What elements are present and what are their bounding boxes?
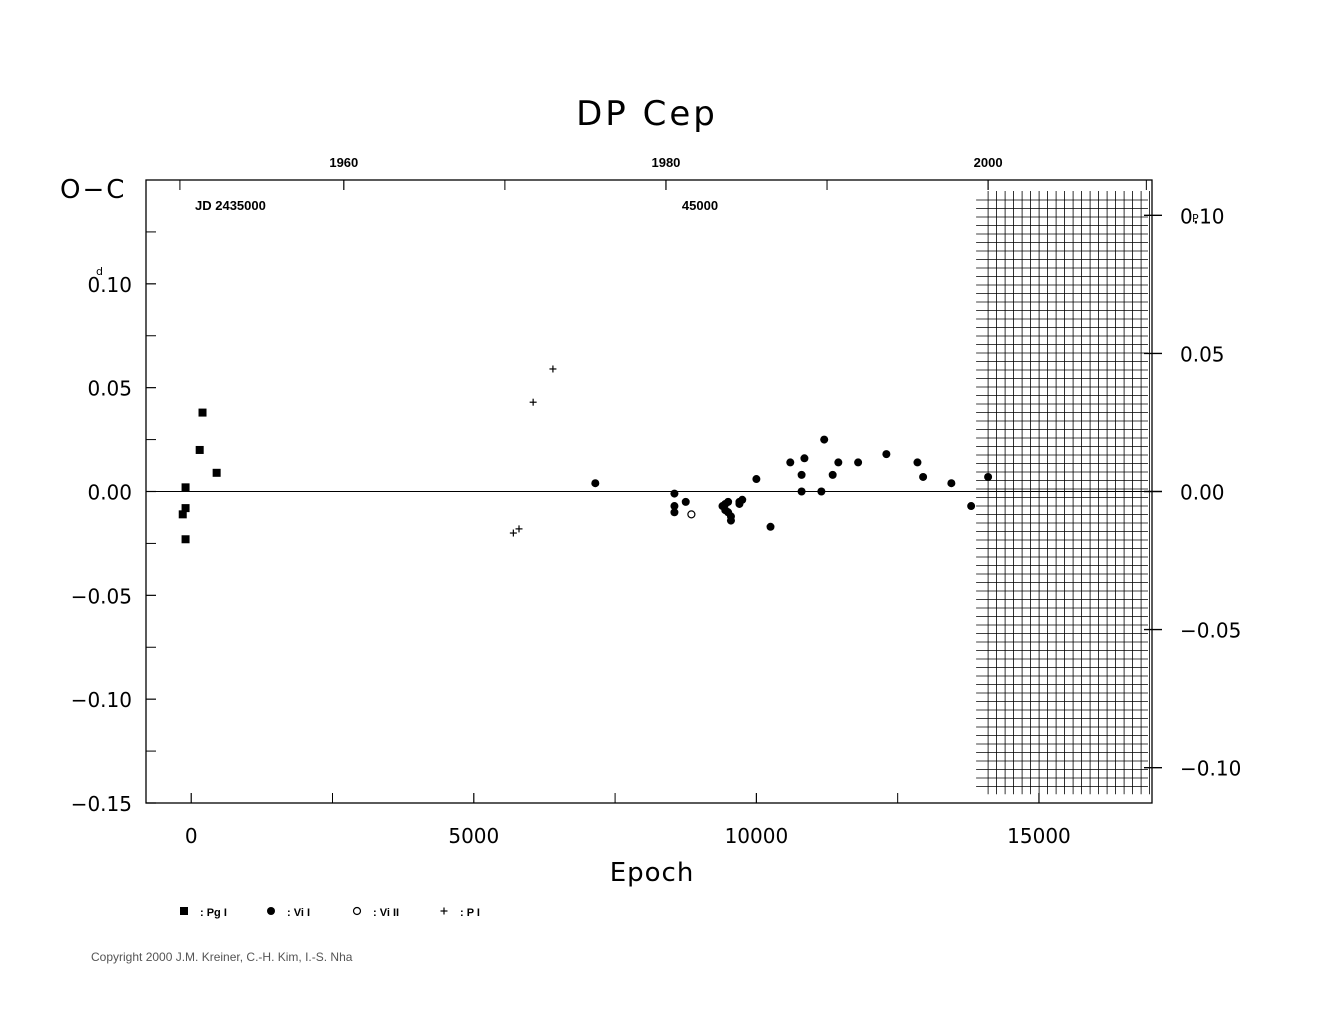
x-tick-label: 10000 xyxy=(725,824,789,848)
data-point xyxy=(670,489,679,498)
data-point xyxy=(817,487,826,496)
data-point xyxy=(786,458,795,467)
data-point xyxy=(181,504,190,513)
right-y-tick-label: 0.05 xyxy=(1180,342,1225,366)
data-point xyxy=(738,495,747,504)
data-point xyxy=(181,483,190,492)
data-point xyxy=(212,468,221,477)
y-axis-label: O−C xyxy=(60,175,126,205)
data-point xyxy=(515,525,523,533)
future-grid xyxy=(976,187,1151,795)
x-axis-label: Epoch xyxy=(610,858,695,888)
legend-marker-circle xyxy=(352,906,362,916)
series-p-i xyxy=(509,365,557,537)
data-point xyxy=(509,529,517,537)
data-point xyxy=(984,472,993,481)
legend-marker-plus xyxy=(440,907,448,915)
data-point xyxy=(670,502,679,511)
right-y-tick-label: 0.10 xyxy=(1180,204,1225,228)
data-point xyxy=(854,458,863,467)
data-point xyxy=(591,479,600,488)
data-point xyxy=(882,450,891,459)
legend-marker-dot xyxy=(267,907,275,915)
data-point xyxy=(967,502,976,511)
y-tick-label: 0.00 xyxy=(87,481,132,505)
y-tick-label: −0.15 xyxy=(71,792,132,816)
y-tick-label: −0.05 xyxy=(71,584,132,608)
chart-title: DP Cep xyxy=(576,94,718,134)
series-pg-i xyxy=(178,408,221,544)
data-point xyxy=(766,522,775,531)
data-point xyxy=(797,487,806,496)
data-point xyxy=(820,435,829,444)
data-point xyxy=(834,458,843,467)
data-point xyxy=(198,408,207,417)
jd-label: JD 2435000 xyxy=(195,198,266,213)
data-point xyxy=(828,470,837,479)
legend-marker-square xyxy=(180,907,188,915)
data-point xyxy=(681,497,690,506)
legend-label: : Vi II xyxy=(373,907,399,919)
data-point xyxy=(947,479,956,488)
right-y-tick-label: −0.05 xyxy=(1180,619,1241,643)
x-tick-label: 5000 xyxy=(448,824,499,848)
x-tick-label: 15000 xyxy=(1007,824,1071,848)
right-y-tick-label: −0.10 xyxy=(1180,757,1241,781)
y-tick-label: 0.10 xyxy=(87,273,132,297)
data-point xyxy=(800,454,809,463)
data-point xyxy=(687,510,696,519)
plot-area: −0.15−0.10−0.050.000.050.10d−0.10−0.050.… xyxy=(71,155,1242,848)
data-point xyxy=(797,470,806,479)
y-tick-label: −0.10 xyxy=(71,688,132,712)
legend-label: : P I xyxy=(460,907,480,919)
jd-mid-label: 45000 xyxy=(682,198,718,213)
copyright-text: Copyright 2000 J.M. Kreiner, C.-H. Kim, … xyxy=(91,950,353,964)
data-point xyxy=(913,458,922,467)
right-y-tick-label: 0.00 xyxy=(1180,481,1225,505)
top-year-label: 1960 xyxy=(329,155,358,170)
data-point xyxy=(181,535,190,544)
data-point xyxy=(752,475,761,484)
legend: : Pg I : Vi I : Vi II : P I xyxy=(180,906,480,919)
data-point xyxy=(178,510,187,519)
top-year-label: 1980 xyxy=(651,155,680,170)
y-unit-left: d xyxy=(96,265,103,278)
data-point xyxy=(726,516,735,525)
data-point xyxy=(195,445,204,454)
y-unit-right: P xyxy=(1192,212,1199,225)
data-point xyxy=(724,497,733,506)
y-tick-label: 0.05 xyxy=(87,377,132,401)
data-point xyxy=(529,398,537,406)
data-point xyxy=(670,508,679,517)
x-tick-label: 0 xyxy=(185,824,198,848)
top-year-label: 2000 xyxy=(974,155,1003,170)
series-vi-i xyxy=(591,435,993,531)
series-vi-ii xyxy=(687,510,696,519)
data-point xyxy=(919,472,928,481)
legend-label: : Pg I xyxy=(200,907,227,919)
data-point xyxy=(549,365,557,373)
legend-label: : Vi I xyxy=(287,907,310,919)
